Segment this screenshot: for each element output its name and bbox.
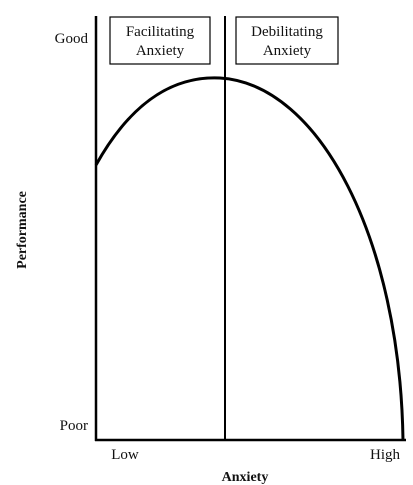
x-left-label: Low — [111, 447, 139, 463]
region-label: Anxiety — [263, 43, 312, 59]
region-label: Anxiety — [136, 43, 185, 59]
performance-curve — [94, 76, 405, 441]
x-right-label: High — [370, 447, 401, 463]
region-box — [235, 16, 339, 65]
y-top-label: Good — [55, 31, 89, 47]
y-bottom-label: Poor — [60, 418, 88, 434]
region-label: Facilitating — [126, 24, 195, 40]
region-label: Debilitating — [251, 24, 323, 40]
y-axis-label: Performance — [15, 191, 30, 269]
x-axis-label: Anxiety — [222, 470, 269, 485]
region-box — [109, 16, 211, 65]
